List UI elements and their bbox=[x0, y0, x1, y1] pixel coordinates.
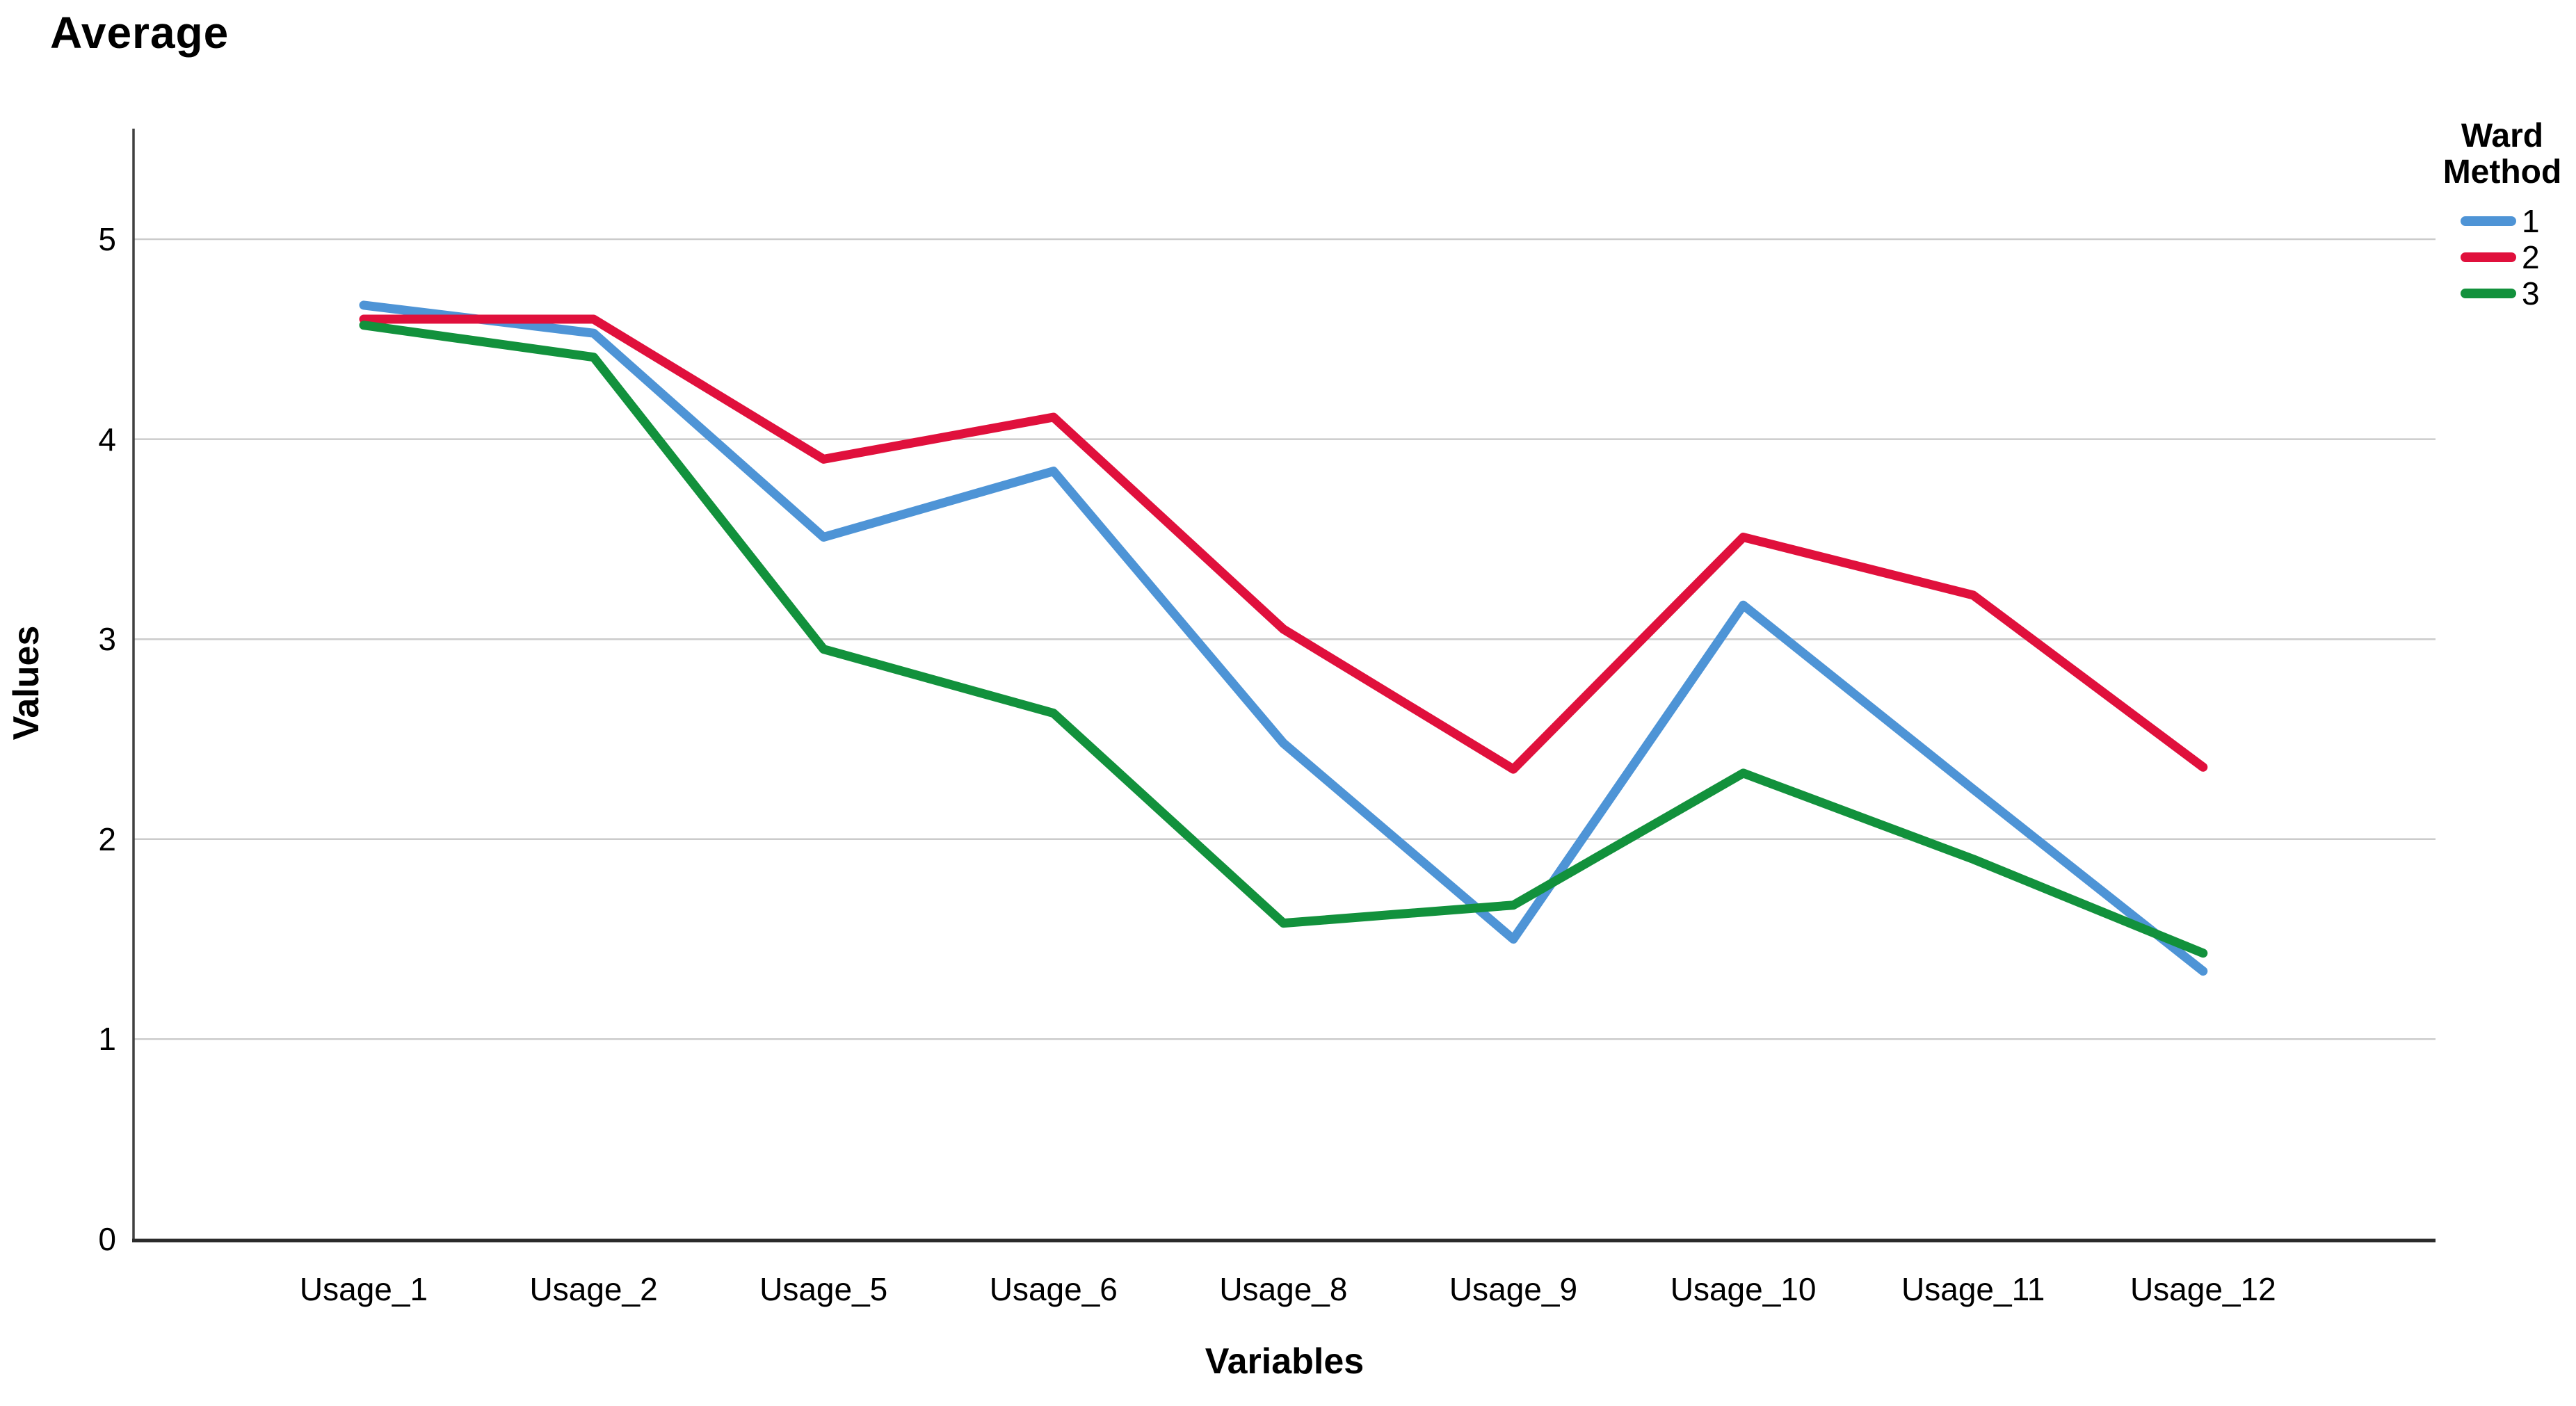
x-tick-label-Usage_5: Usage_5 bbox=[759, 1271, 888, 1307]
series-line-1 bbox=[359, 300, 2208, 976]
x-tick-label-Usage_11: Usage_11 bbox=[1901, 1271, 2045, 1307]
legend-item-1: 1 bbox=[2433, 203, 2572, 239]
y-tick-label-2: 2 bbox=[98, 821, 116, 857]
y-tick-label-4: 4 bbox=[98, 421, 116, 458]
y-axis-title: Values bbox=[6, 625, 47, 741]
y-tick-label-5: 5 bbox=[98, 221, 116, 257]
x-tick-label-Usage_12: Usage_12 bbox=[2130, 1271, 2276, 1307]
legend-title-line-1: Ward bbox=[2461, 118, 2544, 154]
legend-swatch-2 bbox=[2461, 252, 2516, 262]
x-tick-label-Usage_10: Usage_10 bbox=[1670, 1271, 1817, 1307]
y-tick-label-3: 3 bbox=[98, 621, 116, 658]
y-tick-label-0: 0 bbox=[98, 1221, 116, 1257]
x-tick-label-Usage_2: Usage_2 bbox=[529, 1271, 658, 1307]
legend-swatch-1 bbox=[2461, 216, 2516, 226]
legend-label-3: 3 bbox=[2522, 275, 2540, 312]
series-line-2 bbox=[359, 314, 2208, 774]
x-tick-label-Usage_9: Usage_9 bbox=[1449, 1271, 1578, 1307]
x-axis-title: Variables bbox=[1205, 1341, 1365, 1382]
legend-item-3: 3 bbox=[2433, 275, 2572, 312]
series-line-3 bbox=[359, 321, 2208, 958]
legend-item-2: 2 bbox=[2433, 239, 2572, 275]
chart-title: Average bbox=[50, 8, 230, 58]
legend-label-1: 1 bbox=[2522, 203, 2540, 239]
legend-title-line-2: Method bbox=[2442, 154, 2562, 191]
x-tick-label-Usage_8: Usage_8 bbox=[1219, 1271, 1348, 1307]
y-tick-label-1: 1 bbox=[98, 1021, 116, 1058]
legend-title: Ward Method bbox=[2433, 118, 2572, 191]
legend-swatch-3 bbox=[2461, 289, 2516, 298]
legend-label-2: 2 bbox=[2522, 239, 2540, 275]
x-tick-label-Usage_6: Usage_6 bbox=[989, 1271, 1118, 1307]
x-tick-label-Usage_1: Usage_1 bbox=[299, 1271, 428, 1307]
